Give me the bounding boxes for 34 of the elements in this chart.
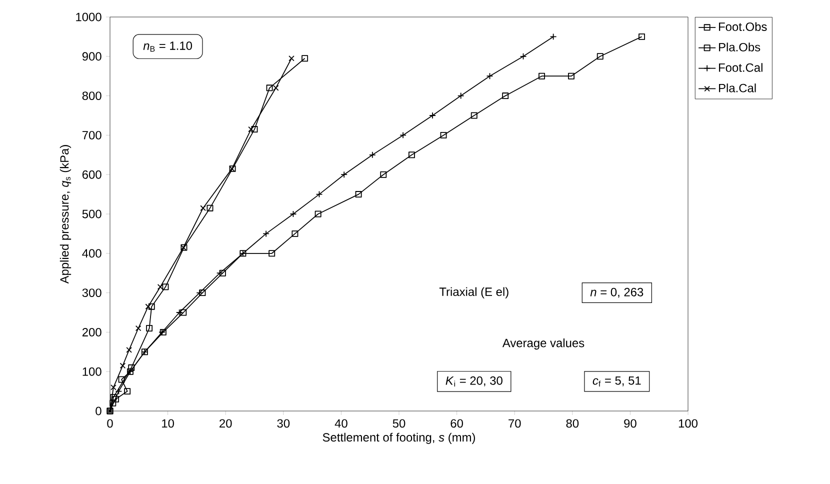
x-tick-label: 100: [678, 419, 698, 428]
x-tick-label: 90: [624, 419, 636, 428]
annotation: n = 0, 263: [590, 288, 644, 298]
x-tick-label: 50: [392, 419, 406, 428]
y-tick-label: 500: [82, 210, 102, 218]
x-tick-label: 60: [450, 419, 463, 428]
x-tick-label: 40: [334, 419, 348, 428]
annotation: Average values: [502, 338, 584, 350]
annotation: n$_{B}$ = 1.10: [143, 41, 192, 52]
x-tick-label: 30: [277, 419, 290, 428]
legend-label: Foot.Cal: [719, 63, 762, 72]
y-tick-label: 900: [82, 52, 102, 61]
y-tick-label: 100: [82, 367, 102, 376]
y-tick-label: 300: [82, 288, 102, 298]
legend-label: Pla.Cal: [719, 84, 756, 92]
x-tick-label: 70: [508, 419, 521, 428]
y-tick-label: 1000: [76, 12, 102, 22]
y-tick-label: 200: [82, 328, 102, 336]
x-tick-label: 10: [162, 419, 174, 428]
y-tick-label: 400: [82, 249, 102, 258]
annotation: c$_{f}$ = 5, 51: [592, 376, 641, 386]
x-tick-label: 0: [107, 419, 113, 428]
y-axis-title: Applied pressure, q$_{s}$ (kPa): [60, 145, 72, 284]
legend-label: Pla.Obs: [719, 42, 760, 52]
annotation: K$_{i}$ = 20, 30: [446, 376, 502, 387]
y-tick-label: 0: [96, 406, 102, 416]
y-tick-label: 700: [82, 130, 102, 140]
legend-label: Foot.Obs: [719, 22, 767, 31]
x-tick-label: 20: [220, 419, 232, 428]
y-tick-label: 600: [82, 170, 102, 179]
y-tick-label: 800: [82, 92, 102, 100]
x-axis-title: Settlement of footing, s (mm): [322, 432, 475, 444]
annotation: Triaxial (E el): [439, 287, 508, 298]
x-tick-label: 80: [566, 419, 579, 428]
